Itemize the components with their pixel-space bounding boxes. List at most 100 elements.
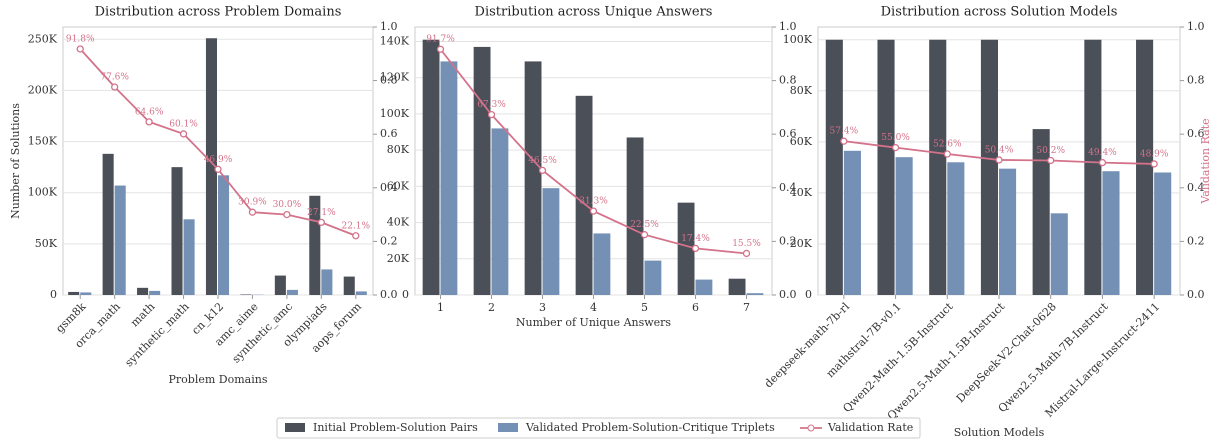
y2-tick-label: 0.4 (1187, 181, 1205, 194)
bar (473, 46, 491, 296)
y-tick-label: 100K (783, 33, 813, 46)
bar (309, 195, 321, 295)
bar (877, 39, 895, 296)
y-tick-label: 0 (805, 288, 812, 301)
bar (274, 275, 286, 295)
value-label: 46.5% (528, 156, 557, 166)
bar (171, 167, 183, 295)
x-axis-label: Number of Unique Answers (516, 316, 671, 329)
rate-point (538, 166, 547, 175)
x-tick-label: 1 (437, 301, 444, 314)
y-tick-label: 140K (380, 34, 410, 47)
bar (114, 185, 126, 295)
value-label: 15.5% (732, 239, 761, 249)
rate-point (76, 45, 84, 53)
bar (746, 293, 764, 295)
panel: 0 20K 40K 60K 80K 100K 0.0 0.2 0.4 0.6 0.8 1.0 57.4%… (762, 5, 1212, 439)
bar (205, 38, 217, 296)
bar (137, 287, 149, 295)
value-label: 31.3% (579, 197, 608, 207)
y-tick-label: 0 (402, 288, 409, 301)
bar (1154, 172, 1172, 295)
y2-tick-label: 0.0 (779, 288, 797, 301)
value-label: 50.2% (1036, 146, 1065, 156)
rate-point (111, 83, 119, 91)
rate-point (352, 232, 360, 240)
value-label: 22.5% (630, 220, 659, 230)
bar (929, 39, 947, 296)
value-label: 50.4% (985, 145, 1014, 155)
rate-point (640, 231, 649, 239)
value-label: 48.9% (1140, 149, 1169, 159)
y-tick-label: 20K (387, 252, 410, 265)
legend: Initial Problem-Solution Pairs Validated … (276, 417, 921, 439)
rate-point (589, 207, 598, 215)
legend-swatch (498, 423, 518, 432)
value-label: 22.1% (341, 221, 370, 231)
bar (728, 278, 746, 295)
chart-title: Distribution across Problem Domains (95, 5, 342, 20)
y-tick-label: 40K (387, 216, 410, 229)
rate-point (1150, 160, 1158, 168)
x-tick-label: synthetic_math (122, 300, 191, 369)
rate-point (742, 249, 751, 258)
x-tick-label: DeepSeek-V2-Chat-0628 (954, 300, 1059, 405)
bar (999, 168, 1017, 295)
bar (1050, 213, 1068, 295)
x-tick-label: 4 (590, 301, 597, 314)
value-label: 77.6% (100, 73, 129, 83)
x-tick-label: deepseek-math-7b-rl (762, 300, 853, 391)
rate-point (891, 143, 900, 152)
y-tick-label: 60K (790, 135, 813, 148)
rate-point (487, 110, 496, 119)
bar (286, 289, 298, 295)
x-tick-label: 7 (743, 301, 750, 314)
legend-box (276, 417, 921, 439)
rate-point (214, 165, 222, 173)
bar (422, 39, 440, 295)
x-tick-label: Mistral-Large-Instruct-2411 (1043, 300, 1163, 420)
rate-point (317, 218, 325, 227)
rate-point (1047, 156, 1055, 165)
value-label: 57.4% (830, 127, 859, 137)
y-axis-label: Number of Solutions (9, 103, 22, 219)
y2-tick-label: 0.6 (779, 127, 797, 140)
value-label: 46.9% (204, 155, 233, 165)
chart-title: Distribution across Unique Answers (475, 5, 713, 20)
bar (1084, 39, 1102, 296)
value-label: 60.1% (169, 119, 198, 129)
bar (677, 202, 695, 295)
bar (1102, 171, 1120, 295)
rate-point (995, 156, 1003, 164)
rate-point (179, 130, 188, 138)
x-tick-label: 6 (692, 301, 699, 314)
rate-point (283, 210, 291, 219)
rate-point (145, 118, 153, 126)
x-tick-label: Qwen2.5-Math-7B-Instruct (996, 300, 1111, 415)
y2-tick-label: 0.8 (779, 74, 797, 87)
y-tick-label: 0 (50, 288, 57, 301)
value-label: 30.0% (273, 200, 302, 210)
value-label: 52.6% (933, 140, 962, 150)
legend-label: Initial Problem-Solution Pairs (313, 421, 478, 434)
y-tick-label: 80K (387, 143, 410, 156)
y2-tick-label: 0.2 (779, 234, 797, 247)
value-label: 30.9% (238, 198, 267, 208)
legend-label: Validation Rate (827, 421, 913, 434)
y-tick-label: 150K (28, 135, 58, 148)
y-tick-label: 60K (387, 179, 410, 192)
rate-point (691, 244, 700, 253)
y2-tick-label: 1.0 (1187, 20, 1205, 33)
y2-tick-label: 0.0 (380, 288, 398, 301)
bar (321, 269, 333, 295)
y2-tick-label: 0.2 (380, 234, 398, 247)
bar (626, 137, 644, 295)
x-tick-label: synthetic_amc (230, 300, 296, 366)
bar (542, 188, 560, 295)
y-tick-label: 200K (28, 83, 58, 96)
rate-point (248, 208, 257, 216)
rate-point (840, 137, 848, 145)
legend-swatch (285, 423, 305, 432)
x-axis-label: Solution Models (954, 426, 1045, 439)
